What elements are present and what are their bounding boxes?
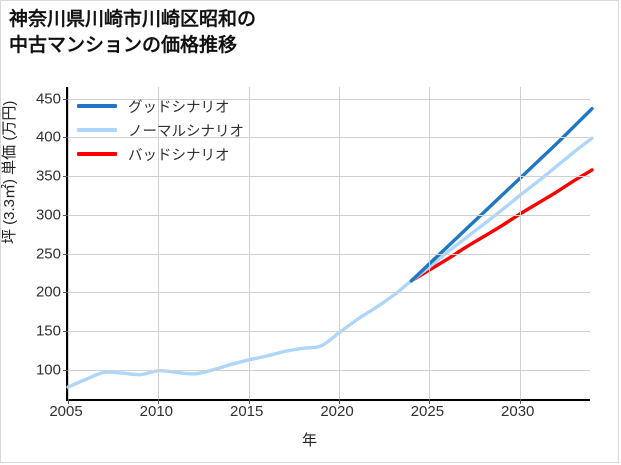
chart-title: 神奈川県川崎市川崎区昭和の 中古マンションの価格推移 [9, 9, 257, 56]
gridline-vertical [339, 87, 341, 399]
y-axis-title: 坪 (3.3㎡) 単価 (万円) [1, 100, 18, 244]
y-tick-label: 300 [35, 206, 61, 224]
x-tick-mark [339, 399, 341, 404]
gridline-horizontal [68, 98, 590, 100]
y-tick-label: 400 [35, 128, 61, 146]
y-tick-mark [63, 253, 68, 255]
gridline-vertical [68, 87, 69, 399]
y-tick-label: 350 [35, 167, 61, 185]
y-tick-mark [63, 137, 68, 139]
x-tick-mark [519, 399, 521, 404]
x-tick-label: 2020 [320, 403, 354, 420]
y-tick-mark [63, 331, 68, 333]
gridline-vertical [248, 87, 250, 399]
y-tick-mark [63, 214, 68, 216]
legend-label: バッドシナリオ [128, 147, 230, 164]
y-axis-tick-labels: 100 150 200 250 300 350 400 450 [1, 87, 61, 401]
x-tick-label: 2030 [501, 403, 535, 420]
series-line [409, 107, 594, 283]
gridline-vertical [158, 87, 160, 399]
y-tick-label: 150 [35, 322, 61, 340]
gridline-horizontal [68, 253, 590, 255]
plot-area [63, 87, 594, 404]
chart-legend: グッドシナリオ ノーマルシナリオ バッドシナリオ [73, 91, 250, 169]
y-tick-mark [63, 369, 68, 371]
gridline-horizontal [68, 137, 590, 139]
gridline-horizontal [68, 331, 590, 333]
x-tick-label: 2025 [410, 403, 445, 420]
x-tick-mark [68, 399, 69, 404]
x-tick-mark [158, 399, 160, 404]
legend-label: グッドシナリオ [128, 99, 230, 116]
legend-item[interactable]: グッドシナリオ [77, 94, 244, 118]
gridline-horizontal [68, 214, 590, 216]
legend-color-swatch [77, 104, 117, 108]
gridline-horizontal [68, 292, 590, 294]
y-tick-label: 250 [35, 245, 61, 263]
x-axis-title: 年 [301, 432, 317, 449]
y-tick-label: 100 [35, 361, 61, 379]
legend-color-swatch [77, 128, 117, 132]
legend-color-swatch [77, 152, 117, 156]
x-tick-label: 2010 [139, 403, 174, 420]
y-tick-label: 450 [35, 90, 61, 108]
y-tick-mark [63, 292, 68, 294]
x-axis-tick-labels: 2005 2010 2015 2020 2025 2030 [49, 403, 590, 429]
y-tick-mark [63, 176, 68, 178]
series-line [409, 168, 594, 283]
x-tick-mark [429, 399, 431, 404]
legend-label: ノーマルシナリオ [128, 123, 244, 140]
y-tick-label: 200 [35, 283, 61, 301]
legend-item[interactable]: ノーマルシナリオ [77, 118, 244, 142]
x-tick-label: 2015 [230, 403, 264, 420]
x-tick-mark [248, 399, 250, 404]
gridline-horizontal [68, 369, 590, 371]
gridline-horizontal [68, 176, 590, 178]
gridline-vertical [519, 87, 521, 399]
legend-item[interactable]: バッドシナリオ [77, 142, 244, 166]
x-tick-label: 2005 [49, 403, 83, 420]
y-tick-mark [63, 98, 68, 100]
gridline-vertical [429, 87, 431, 399]
